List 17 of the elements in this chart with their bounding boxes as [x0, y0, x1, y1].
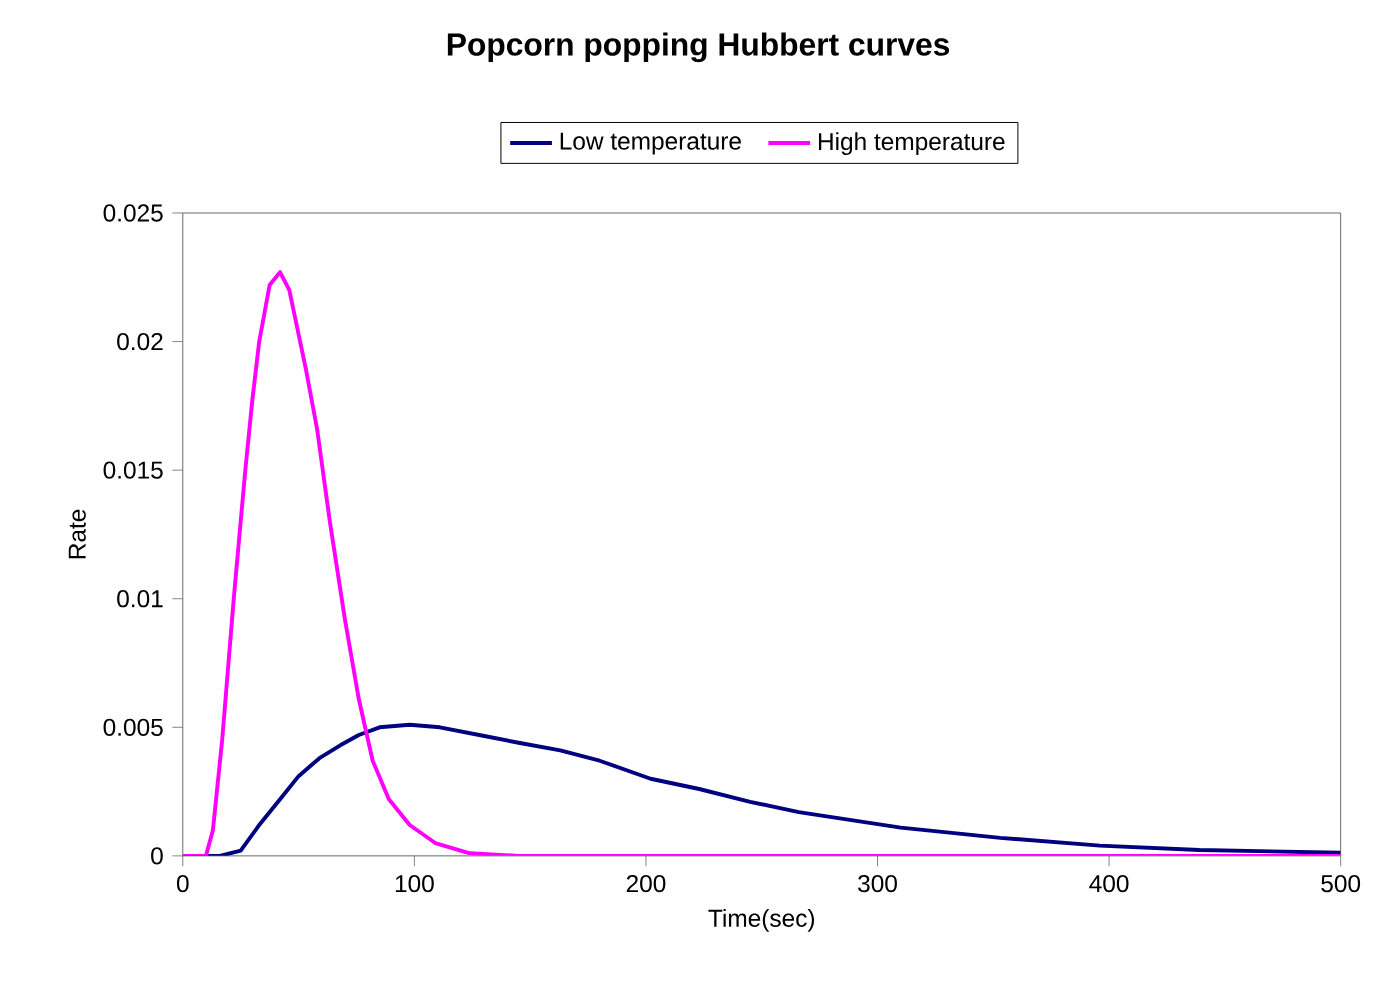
y-axis-title: Rate	[68, 509, 86, 559]
y-tick-label: 0.015	[103, 461, 163, 479]
x-tick-label: 0	[176, 874, 189, 893]
y-tick-label: 0.02	[117, 332, 163, 351]
y-tick-label: 0.01	[117, 590, 163, 608]
x-tick-label: 100	[395, 874, 434, 893]
legend-label: Low temperature	[560, 132, 741, 155]
legend-label: High temperature	[818, 132, 1005, 155]
chart-title: Popcorn popping Hubbert curves	[447, 32, 950, 63]
x-tick-label: 300	[858, 874, 897, 893]
y-tick-label: 0.025	[103, 204, 163, 222]
x-tick-label: 500	[1321, 874, 1361, 893]
y-tick-label: 0	[151, 847, 163, 865]
y-tick-label: 0.005	[103, 718, 163, 736]
x-tick-label: 200	[626, 874, 666, 893]
x-tick-label: 400	[1089, 874, 1129, 893]
x-axis-title: Time(sec)	[708, 908, 815, 932]
